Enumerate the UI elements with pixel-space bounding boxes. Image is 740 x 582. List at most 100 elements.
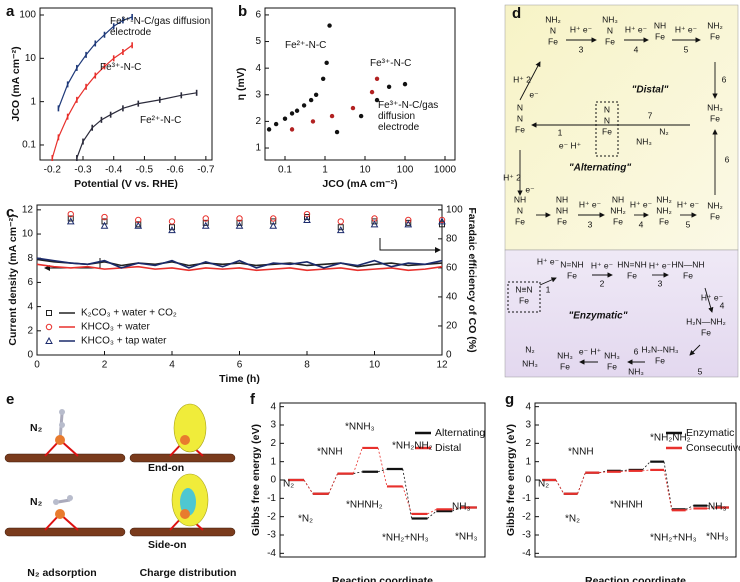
marker xyxy=(370,220,379,228)
level-annotation: *NH₂+NH₃ xyxy=(382,533,429,544)
point xyxy=(109,111,112,118)
marker xyxy=(337,218,344,225)
arrow-label: 2 xyxy=(600,278,605,288)
molecule-atom: NH₂ xyxy=(707,20,723,30)
point xyxy=(103,63,106,70)
point xyxy=(374,76,380,82)
pathway-name: "Distal" xyxy=(632,85,669,96)
y-tick-label: -4 xyxy=(522,548,531,559)
energy-connector xyxy=(577,472,586,494)
legend-label: Enzymatic xyxy=(686,427,734,439)
series-line xyxy=(51,44,133,159)
y-tick-label: 4 xyxy=(270,401,276,412)
series-label: Fe³⁺-N-C/gas diffusion electrode xyxy=(110,16,211,38)
series-label-box: Fe³⁺-N-C xyxy=(370,58,411,69)
point xyxy=(334,129,340,135)
y2-tick-label: 20 xyxy=(446,321,458,332)
point xyxy=(51,155,54,162)
energy-connector xyxy=(328,473,338,494)
energy-connector xyxy=(328,473,338,494)
x-axis-label: Reaction coordinate xyxy=(332,575,433,582)
level-annotation: *NHNH₂ xyxy=(346,500,383,511)
series-label-box: Fe²⁺-N-C xyxy=(285,40,327,51)
structure-label: N₂ xyxy=(30,422,43,434)
point xyxy=(82,138,84,145)
structure-label: End-on xyxy=(148,462,184,474)
arrow-label: 7 xyxy=(648,110,653,120)
x-axis-label: JCO (mA cm⁻²) xyxy=(322,178,397,190)
marker xyxy=(270,215,277,222)
arrow-label: 1 xyxy=(558,127,563,137)
marker xyxy=(101,213,108,221)
point xyxy=(131,13,133,20)
molecule-atom: Fe xyxy=(655,355,665,365)
molecule-atom: Fe xyxy=(602,126,612,136)
series-label-box: Fe³⁺-N-C/gas diffusion electrode xyxy=(378,100,438,133)
molecule-atom: Fe xyxy=(607,361,617,371)
arrow-label: NH₃ xyxy=(636,136,652,146)
molecule-atom: H₂N—NH₂ xyxy=(686,316,726,326)
marker xyxy=(168,226,176,234)
molecule-atom: Fe xyxy=(567,270,577,280)
y-tick-label: 2 xyxy=(525,438,531,449)
molecule-atom: Fe xyxy=(519,295,529,305)
molecule-atom: Fe xyxy=(515,216,525,226)
point xyxy=(324,60,329,66)
point xyxy=(76,155,78,162)
pathway-name: "Alternating" xyxy=(569,163,632,174)
marker xyxy=(169,224,175,231)
molecule-atom: Fe xyxy=(557,216,567,226)
point xyxy=(369,89,375,95)
energy-connector xyxy=(402,486,413,515)
molecule-atom: N xyxy=(517,205,523,215)
legend-label: K₂CO₃ + water + CO₂ xyxy=(81,308,177,319)
structure-images xyxy=(4,403,236,560)
y2-tick-label: 0 xyxy=(446,350,452,361)
y-tick-label: 10 xyxy=(22,229,34,240)
molecule-atom: NH₂ xyxy=(545,14,561,24)
plot-frame xyxy=(39,7,213,161)
y-tick-label: -2 xyxy=(267,511,276,522)
molecule-atom: NH₂ xyxy=(610,205,626,215)
level-annotation: *NH₂+NH₃ xyxy=(650,533,697,544)
y-tick-label: 3 xyxy=(525,420,531,431)
y-tick-label: 1 xyxy=(525,456,531,467)
y-tick-label: 0 xyxy=(27,350,33,361)
y2-tick-label: 100 xyxy=(446,204,463,215)
point xyxy=(350,105,356,111)
y-tick-label: 2 xyxy=(255,116,261,127)
molecule-atom: N xyxy=(517,113,523,123)
y-tick-label: 1 xyxy=(270,456,276,467)
marker xyxy=(236,219,243,226)
level-annotation: *N₂ xyxy=(565,514,580,525)
structure-label: Side-on xyxy=(148,539,187,551)
series-label: Fe²⁺-N-C xyxy=(285,40,327,51)
arrow-label: H⁺ e⁻ xyxy=(630,199,653,209)
level-annotation: *NNH xyxy=(568,447,594,458)
series-line xyxy=(76,92,197,159)
molecule-atom: NH₂ xyxy=(656,194,672,204)
x-tick-label: 0 xyxy=(34,360,40,371)
y-axis-label: Gibbs free energy (eV) xyxy=(250,424,262,536)
molecule-atom: N xyxy=(517,102,523,112)
arrow-label: H⁺ e⁻ xyxy=(591,260,614,270)
y2-tick-label: 80 xyxy=(446,233,458,244)
molecule-atom: NH xyxy=(612,194,624,204)
panel-label: g xyxy=(505,391,514,408)
energy-connector xyxy=(599,471,608,474)
point xyxy=(85,83,87,90)
level-annotation: *NNH xyxy=(317,447,343,458)
point xyxy=(57,134,60,141)
arrow-label: N₂ xyxy=(525,344,534,354)
x-tick-label: -0.7 xyxy=(197,165,215,176)
x-tick-label: 12 xyxy=(436,360,448,371)
panel-label: b xyxy=(238,3,247,20)
series-label: Fe³⁺-N-C xyxy=(100,62,142,73)
legend-marker xyxy=(45,336,53,344)
point xyxy=(100,116,103,123)
arrow-label: e⁻ H⁺ xyxy=(559,140,582,150)
y-tick-label: 0 xyxy=(525,475,531,486)
arrow-label: 3 xyxy=(579,44,584,54)
plot-frame xyxy=(264,7,456,161)
series-label: Fe²⁺-N-C xyxy=(140,115,182,126)
